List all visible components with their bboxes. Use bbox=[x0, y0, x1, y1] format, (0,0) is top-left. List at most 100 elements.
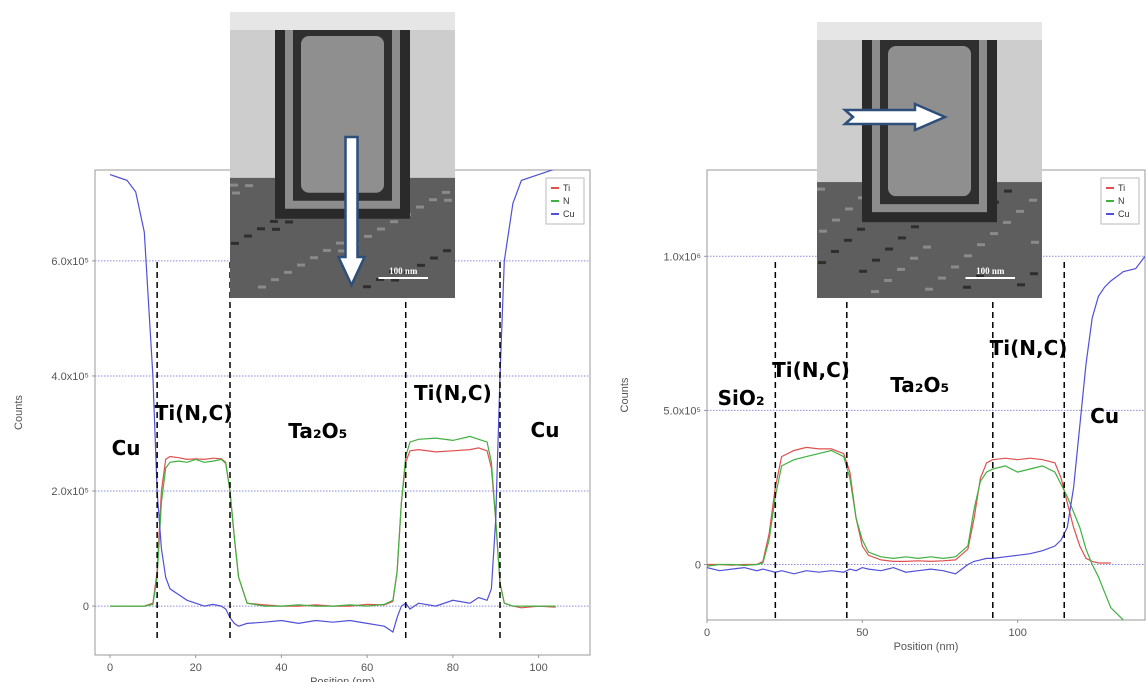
inset-grain bbox=[884, 278, 892, 282]
region-label: Ti(N,C) bbox=[990, 336, 1068, 360]
inset-grain bbox=[844, 238, 852, 242]
region-label: Ta₂O₅ bbox=[890, 373, 949, 397]
data-line bbox=[707, 446, 1111, 566]
legend-label: Cu bbox=[1118, 209, 1130, 219]
tem-inset: 100 nm bbox=[817, 22, 1042, 298]
x-tick-label: 60 bbox=[361, 662, 373, 674]
inset-grain bbox=[977, 243, 985, 247]
region-label: Ti(N,C) bbox=[155, 401, 233, 425]
inset-grain bbox=[270, 219, 278, 223]
inset-top bbox=[817, 22, 1042, 40]
y-tick-label: 4.0x10⁵ bbox=[51, 371, 89, 383]
y-tick-label: 1.0x10⁶ bbox=[663, 251, 701, 263]
inset-grain bbox=[416, 205, 424, 209]
inset-grain bbox=[1016, 209, 1024, 213]
inset-grain bbox=[244, 234, 252, 238]
inset-grain bbox=[430, 256, 438, 260]
region-label: Ta₂O₅ bbox=[288, 419, 347, 443]
inset-grain bbox=[323, 248, 331, 252]
x-tick-label: 100 bbox=[1008, 627, 1026, 639]
inset-grain bbox=[231, 241, 239, 245]
scale-bar-label: 100 nm bbox=[976, 266, 1005, 276]
legend-label: N bbox=[1118, 196, 1125, 206]
inset-grain bbox=[284, 270, 292, 274]
inset-grain bbox=[818, 261, 826, 265]
inset-grain bbox=[389, 270, 397, 274]
inset-grain bbox=[272, 227, 280, 231]
inset-grain bbox=[951, 265, 959, 269]
inset-grain bbox=[911, 225, 919, 229]
inset-grain bbox=[376, 277, 384, 281]
inset-grain bbox=[845, 207, 853, 211]
x-tick-label: 0 bbox=[704, 627, 710, 639]
inset-grain bbox=[363, 285, 371, 289]
inset-grain bbox=[898, 236, 906, 240]
inset-grain bbox=[391, 278, 399, 282]
x-tick-label: 100 bbox=[529, 662, 547, 674]
inset-grain bbox=[417, 263, 425, 267]
inset-grain bbox=[442, 190, 450, 194]
inset-grain bbox=[257, 227, 265, 231]
legend-label: Ti bbox=[1118, 183, 1125, 193]
inset-grain bbox=[338, 249, 346, 253]
inset-grain bbox=[377, 227, 385, 231]
scale-bar-label: 100 nm bbox=[389, 266, 418, 276]
inset-grain bbox=[336, 241, 344, 245]
inset-grain bbox=[271, 278, 279, 282]
inset-grain bbox=[444, 198, 452, 202]
y-tick-label: 0 bbox=[83, 601, 89, 613]
inset-grain bbox=[910, 256, 918, 260]
legend-label: N bbox=[563, 196, 570, 206]
legend-label: Ti bbox=[563, 183, 570, 193]
region-label: Ti(N,C) bbox=[414, 381, 492, 405]
data-line bbox=[110, 435, 556, 607]
inset-grain bbox=[859, 269, 867, 273]
scan-arrow bbox=[336, 135, 367, 288]
inset-grain bbox=[297, 263, 305, 267]
inset-grain bbox=[885, 247, 893, 251]
inset-grain bbox=[443, 249, 451, 253]
inset-grain bbox=[938, 276, 946, 280]
region-label: Cu bbox=[531, 418, 560, 442]
inset-grain bbox=[925, 287, 933, 291]
region-label: SiO₂ bbox=[718, 386, 765, 410]
inset-grain bbox=[1029, 198, 1037, 202]
inset-grain bbox=[245, 184, 253, 188]
inset-grain bbox=[831, 249, 839, 253]
inset-grain bbox=[990, 232, 998, 236]
region-label: Cu bbox=[1090, 404, 1119, 428]
y-tick-label: 2.0x10⁵ bbox=[51, 486, 89, 498]
inset-grain bbox=[285, 220, 293, 224]
legend-label: Cu bbox=[563, 209, 575, 219]
data-line bbox=[707, 449, 1124, 620]
inset-grain bbox=[1004, 189, 1012, 193]
y-tick-label: 6.0x10⁵ bbox=[51, 256, 89, 268]
region-label: Ti(N,C) bbox=[772, 358, 850, 382]
inset-grain bbox=[258, 285, 266, 289]
data-line bbox=[707, 255, 1145, 575]
inset-grain bbox=[404, 271, 412, 275]
x-tick-label: 20 bbox=[190, 662, 202, 674]
inset-top bbox=[230, 12, 455, 30]
y-axis-label: Counts bbox=[619, 377, 631, 412]
inset-grain bbox=[1031, 240, 1039, 244]
inset-grain bbox=[819, 229, 827, 233]
inset-grain bbox=[1003, 220, 1011, 224]
inset-grain bbox=[832, 218, 840, 222]
inset-trench-core bbox=[301, 36, 384, 193]
inset-grain bbox=[897, 267, 905, 271]
tem-inset: 100 nm bbox=[230, 12, 455, 298]
scan-arrow bbox=[841, 102, 949, 132]
region-label: Cu bbox=[112, 436, 141, 460]
x-tick-label: 80 bbox=[447, 662, 459, 674]
x-tick-label: 40 bbox=[275, 662, 287, 674]
series-group bbox=[109, 170, 556, 633]
inset-grain bbox=[963, 285, 971, 289]
inset-grain bbox=[429, 198, 437, 202]
inset-grain bbox=[310, 256, 318, 260]
x-axis-label: Position (nm) bbox=[310, 676, 375, 682]
inset-grain bbox=[857, 227, 865, 231]
inset-grain bbox=[964, 254, 972, 258]
inset-grain bbox=[1017, 283, 1025, 287]
